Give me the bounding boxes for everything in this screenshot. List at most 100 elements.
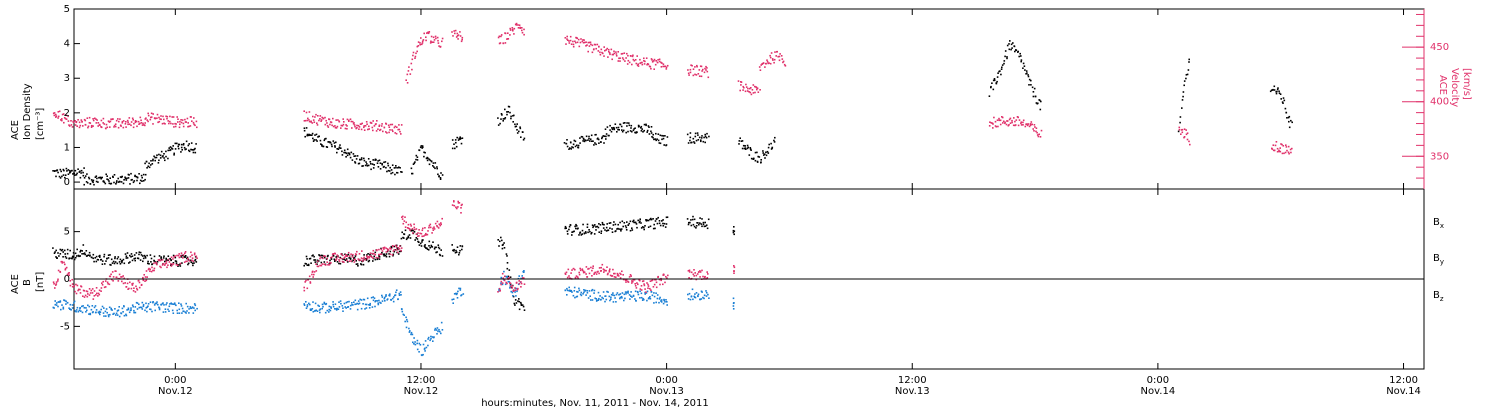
top-point	[406, 82, 409, 84]
top-point	[570, 148, 572, 150]
top-point	[142, 173, 145, 176]
top-point	[606, 126, 609, 128]
top-point	[695, 74, 698, 76]
top-point	[658, 60, 661, 63]
bottom-point	[62, 256, 64, 258]
bottom-point	[334, 252, 336, 255]
bottom-point	[158, 255, 161, 257]
bottom-point	[305, 263, 307, 265]
bottom-point	[64, 253, 66, 255]
top-point	[405, 79, 407, 81]
top-point	[368, 128, 370, 130]
bottom-point	[356, 302, 358, 305]
bottom-point	[419, 242, 422, 245]
top-right-ylabel-line2: Velocity	[1449, 68, 1460, 107]
top-point	[575, 41, 577, 44]
bottom-point	[345, 254, 347, 256]
x-tick-time-label-4: 0:00	[1147, 375, 1169, 386]
top-point	[335, 119, 337, 121]
top-point	[700, 137, 703, 139]
top-point	[128, 117, 131, 119]
top-point	[127, 177, 130, 179]
top-point	[1002, 120, 1005, 123]
bottom-point	[381, 250, 384, 252]
bottom-point	[106, 257, 108, 260]
bottom-point	[138, 281, 141, 284]
top-point	[708, 135, 710, 138]
bottom-point	[155, 302, 158, 305]
top-point	[394, 132, 396, 134]
bottom-point	[174, 256, 177, 259]
top-point	[180, 151, 182, 153]
bottom-point	[152, 301, 154, 303]
bottom-point	[385, 247, 387, 250]
bottom-point	[629, 220, 632, 223]
top-point	[704, 141, 706, 144]
top-point	[132, 119, 134, 121]
top-point	[1037, 102, 1039, 105]
bottom-point	[581, 233, 583, 235]
bottom-point	[398, 248, 401, 250]
bottom-left-ylabel-line2: B	[22, 279, 33, 286]
top-point	[440, 172, 442, 174]
top-point	[67, 169, 70, 171]
bottom-point	[498, 287, 501, 290]
bottom-point	[602, 297, 604, 300]
top-point	[597, 138, 600, 141]
top-point	[513, 33, 515, 35]
top-point	[389, 166, 391, 169]
top-point	[696, 65, 698, 68]
top-point	[1014, 120, 1016, 123]
top-point	[108, 121, 111, 123]
bottom-point	[667, 274, 669, 277]
top-point	[113, 174, 116, 176]
bottom-point	[425, 346, 428, 349]
bottom-point	[305, 307, 308, 309]
bottom-point	[100, 287, 103, 289]
top-point	[144, 173, 147, 176]
bottom-point	[440, 249, 442, 251]
top-point	[322, 117, 325, 120]
bottom-point	[131, 304, 134, 306]
bottom-point	[458, 202, 461, 204]
bottom-point	[500, 236, 502, 239]
top-point	[744, 145, 746, 147]
bottom-point	[320, 261, 323, 264]
bottom-point	[511, 284, 513, 287]
top-point	[351, 127, 353, 129]
bottom-point	[131, 284, 134, 286]
bottom-point	[582, 270, 585, 273]
top-point	[385, 123, 388, 125]
top-point	[1285, 144, 1287, 146]
bottom-point	[375, 300, 377, 302]
top-point	[160, 150, 163, 153]
bottom-point	[418, 235, 420, 237]
top-point	[380, 125, 383, 127]
top-point	[1179, 116, 1182, 118]
top-point	[1005, 123, 1008, 126]
top-point	[1013, 117, 1015, 119]
bottom-point	[66, 252, 69, 255]
top-point	[454, 147, 456, 150]
bottom-point	[328, 311, 330, 313]
top-point	[651, 61, 654, 63]
bottom-point	[318, 254, 321, 257]
bottom-point	[598, 267, 601, 269]
bottom-point	[320, 254, 323, 257]
bottom-point	[142, 303, 145, 306]
top-point	[608, 52, 611, 54]
top-point	[625, 57, 627, 59]
bottom-point	[315, 309, 317, 312]
bottom-point	[144, 255, 146, 258]
top-point	[142, 180, 145, 182]
bottom-point	[574, 296, 576, 299]
top-point	[579, 142, 581, 144]
bottom-point	[591, 299, 594, 301]
top-point	[156, 154, 158, 156]
top-point	[1039, 108, 1042, 111]
bottom-point	[418, 229, 420, 231]
bottom-point	[697, 295, 699, 297]
bottom-point	[666, 216, 669, 218]
top-point	[94, 176, 97, 178]
